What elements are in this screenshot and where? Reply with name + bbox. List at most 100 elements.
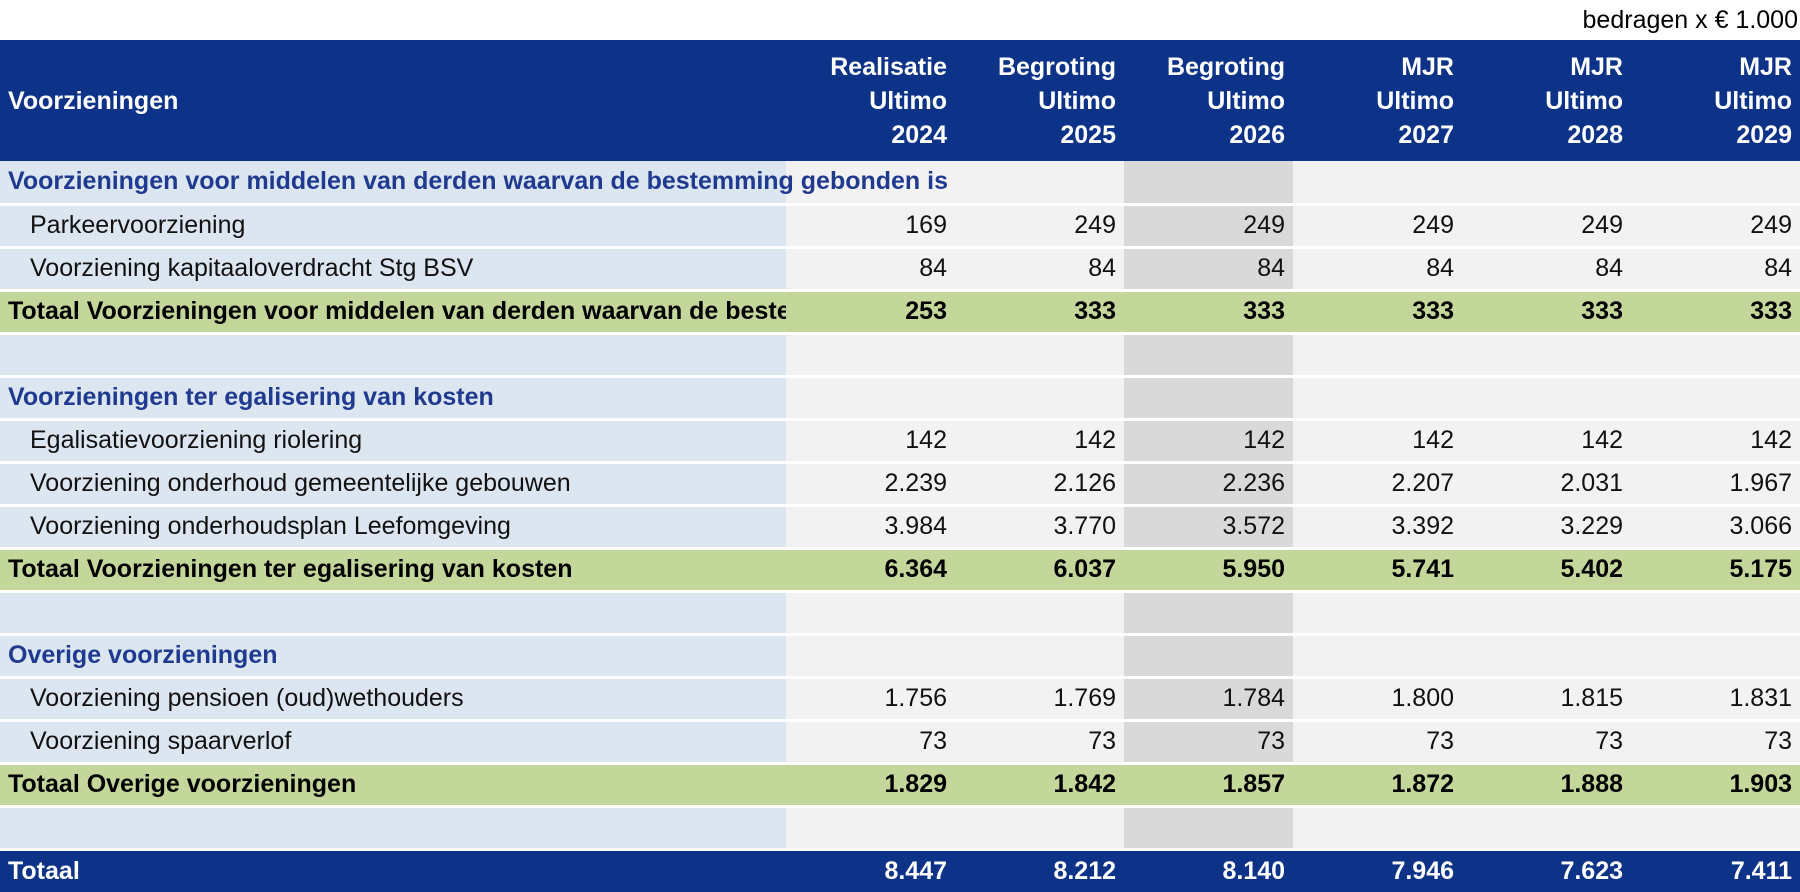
row-value: 1.800 (1293, 677, 1462, 722)
row-value: 5.402 (1462, 548, 1631, 593)
table-row: Voorziening onderhoud gemeentelijke gebo… (0, 462, 1800, 507)
row-value: 7.411 (1631, 849, 1800, 892)
row-value: 333 (955, 290, 1124, 335)
row-value: 84 (955, 247, 1124, 292)
row-value: 253 (786, 290, 955, 335)
row-label: Voorziening pensioen (oud)wethouders (0, 677, 786, 722)
table-row: Voorziening pensioen (oud)wethouders 1.75… (0, 677, 1800, 722)
row-value: 1.903 (1631, 763, 1800, 808)
row-value: 73 (1124, 720, 1293, 765)
column-header-line: Ultimo (1545, 86, 1623, 115)
row-value: 7.946 (1293, 849, 1462, 892)
row-value (1631, 333, 1800, 378)
row-value (1124, 591, 1293, 636)
row-label: Totaal Voorzieningen voor middelen van d… (0, 290, 786, 335)
row-label (0, 591, 786, 636)
header-label: Voorzieningen (0, 40, 786, 161)
row-value (1462, 376, 1631, 421)
row-value: 142 (955, 419, 1124, 464)
column-header-line: 2024 (891, 120, 947, 149)
row-value: 142 (1631, 419, 1800, 464)
row-value: 2.031 (1462, 462, 1631, 507)
row-label: Voorzieningen voor middelen van derden w… (0, 161, 948, 206)
total-row: Totaal Voorzieningen ter egalisering van… (0, 548, 1800, 593)
table-row: Voorziening onderhoudsplan Leefomgeving 3… (0, 505, 1800, 550)
row-value (1631, 591, 1800, 636)
row-value: 84 (1462, 247, 1631, 292)
column-header-line: MJR (1739, 52, 1792, 81)
row-value: 3.984 (786, 505, 955, 550)
row-value (1293, 806, 1462, 851)
row-value: 333 (1462, 290, 1631, 335)
column-header: Realisatie Ultimo 2024 (786, 40, 955, 161)
row-value: 249 (955, 204, 1124, 249)
table-row: Voorziening kapitaaloverdracht Stg BSV 84… (0, 247, 1800, 292)
table-row: Parkeervoorziening 169 249 249 249 249 249 (0, 204, 1800, 249)
column-header-line: Ultimo (1038, 86, 1116, 115)
row-value (955, 591, 1124, 636)
row-value (1124, 634, 1293, 679)
row-value: 8.447 (786, 849, 955, 892)
row-value: 84 (1293, 247, 1462, 292)
row-value: 3.770 (955, 505, 1124, 550)
row-value (1631, 634, 1800, 679)
row-value: 1.857 (1124, 763, 1293, 808)
row-label (0, 333, 786, 378)
row-value (1124, 806, 1293, 851)
total-row: Totaal 8.447 8.212 8.140 7.946 7.623 7.411 (0, 849, 1800, 892)
row-value: 249 (1462, 204, 1631, 249)
row-label: Voorziening onderhoudsplan Leefomgeving (0, 505, 786, 550)
row-value (1293, 591, 1462, 636)
column-header-line: Realisatie (830, 52, 947, 81)
row-value: 6.364 (786, 548, 955, 593)
row-value (1124, 161, 1293, 206)
section-row: Voorzieningen voor middelen van derden w… (0, 161, 1800, 206)
row-value: 1.769 (955, 677, 1124, 722)
row-value (1293, 333, 1462, 378)
row-value: 3.229 (1462, 505, 1631, 550)
column-header-line: 2025 (1060, 120, 1116, 149)
row-label: Overige voorzieningen (0, 634, 786, 679)
row-value: 2.126 (955, 462, 1124, 507)
row-value: 1.815 (1462, 677, 1631, 722)
row-value (955, 376, 1124, 421)
row-value: 73 (1631, 720, 1800, 765)
row-value: 73 (1293, 720, 1462, 765)
column-header-line: 2026 (1229, 120, 1285, 149)
row-value: 73 (955, 720, 1124, 765)
row-value: 84 (1124, 247, 1293, 292)
row-value: 84 (786, 247, 955, 292)
column-header-line: Ultimo (1207, 86, 1285, 115)
row-value: 142 (1124, 419, 1293, 464)
row-value (955, 806, 1124, 851)
row-value: 1.872 (1293, 763, 1462, 808)
row-value: 1.829 (786, 763, 955, 808)
row-value: 2.207 (1293, 462, 1462, 507)
row-value (1293, 161, 1462, 206)
row-value (786, 333, 955, 378)
column-header-line: Begroting (1166, 52, 1285, 81)
row-value (786, 634, 955, 679)
row-value (1462, 161, 1631, 206)
column-header-line: MJR (1401, 52, 1454, 81)
row-value: 249 (1631, 204, 1800, 249)
table-row: Egalisatievoorziening riolering 142 142 142… (0, 419, 1800, 464)
row-label (0, 806, 786, 851)
row-value: 142 (786, 419, 955, 464)
column-header: Begroting Ultimo 2026 (1124, 40, 1293, 161)
row-value (786, 806, 955, 851)
column-header-line: 2028 (1567, 120, 1623, 149)
section-row: Overige voorzieningen (0, 634, 1800, 679)
row-value: 5.741 (1293, 548, 1462, 593)
row-value: 6.037 (955, 548, 1124, 593)
row-value: 2.236 (1124, 462, 1293, 507)
column-header-line: Ultimo (869, 86, 947, 115)
row-label: Totaal Voorzieningen ter egalisering van… (0, 548, 786, 593)
spacer-row (0, 806, 1800, 851)
row-value: 249 (1293, 204, 1462, 249)
column-header-line: Ultimo (1376, 86, 1454, 115)
row-label: Parkeervoorziening (0, 204, 786, 249)
row-value (1631, 376, 1800, 421)
row-value: 249 (1124, 204, 1293, 249)
row-value (1462, 591, 1631, 636)
